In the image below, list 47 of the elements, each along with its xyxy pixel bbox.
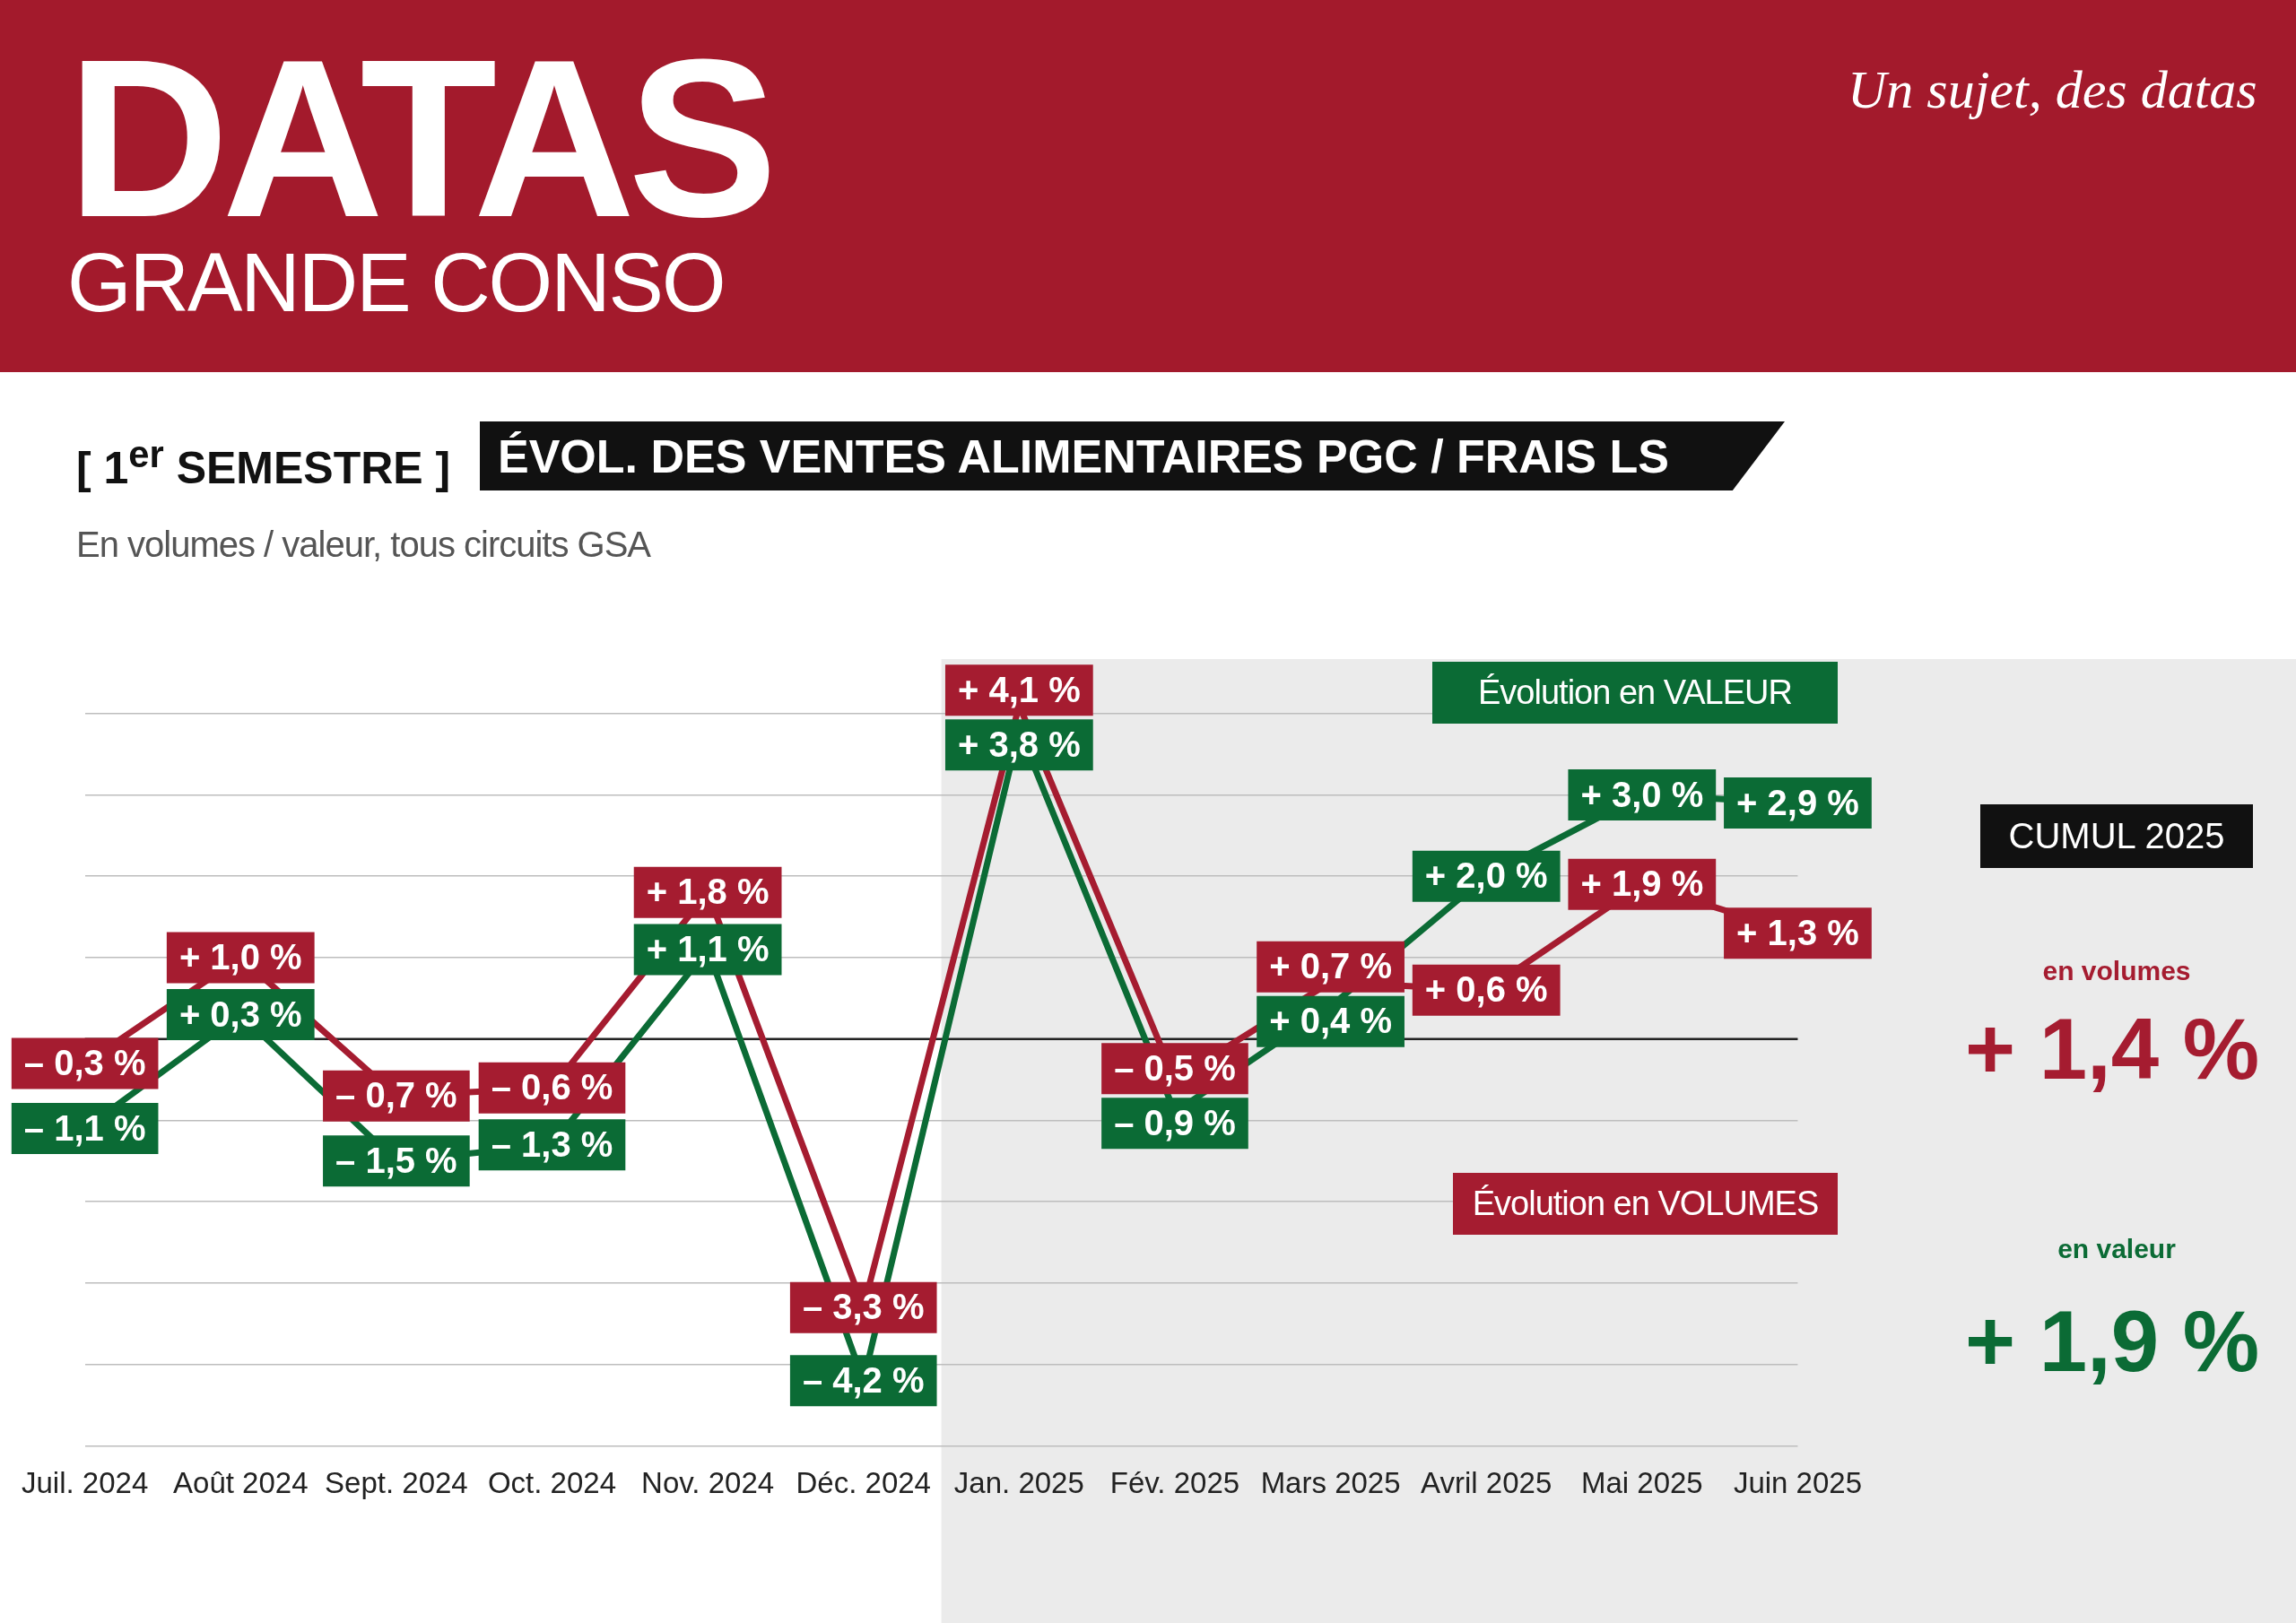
data-label: + 2,9 % xyxy=(1736,782,1859,822)
data-label: – 0,5 % xyxy=(1114,1047,1236,1088)
x-tick-label: Mai 2025 xyxy=(1580,1466,1703,1500)
text: en valeur xyxy=(2057,1234,2177,1264)
data-label: – 0,9 % xyxy=(1114,1102,1236,1142)
x-tick-label: Sept. 2024 xyxy=(325,1466,468,1500)
data-label: – 4,2 % xyxy=(802,1359,925,1400)
data-label: – 1,1 % xyxy=(23,1107,146,1148)
data-label: + 0,4 % xyxy=(1269,1001,1392,1041)
data-label: – 0,3 % xyxy=(23,1042,146,1082)
text: [ 1$^{er}$ SEMESTRE ] xyxy=(76,432,451,495)
chart-subtitle: En volumes / valeur, tous circuits GSA xyxy=(76,525,651,565)
x-tick-label: Juin 2025 xyxy=(1733,1466,1862,1500)
data-label: + 1,3 % xyxy=(1736,912,1859,952)
data-label: + 2,0 % xyxy=(1424,855,1548,896)
x-tick-label: Juil. 2024 xyxy=(22,1466,149,1500)
x-tick-label: Août 2024 xyxy=(173,1466,309,1500)
chart-title: ÉVOL. DES VENTES ALIMENTAIRES PGC / FRAIS LS xyxy=(498,430,1669,484)
data-label: – 0,7 % xyxy=(335,1075,457,1115)
data-label: + 0,3 % xyxy=(178,994,302,1034)
data-label: – 3,3 % xyxy=(802,1287,925,1327)
data-label: + 1,1 % xyxy=(646,928,770,968)
data-label: + 1,0 % xyxy=(178,936,302,976)
x-tick-label: Oct. 2024 xyxy=(487,1466,617,1500)
data-label: – 1,3 % xyxy=(491,1124,613,1164)
text: Évolution en VALEUR xyxy=(1432,662,1838,724)
data-label: + 1,9 % xyxy=(1580,864,1704,904)
x-tick-label: Mars 2025 xyxy=(1260,1466,1401,1500)
x-tick-label: Fév. 2025 xyxy=(1109,1466,1240,1500)
data-label: + 0,6 % xyxy=(1424,969,1548,1010)
x-tick-label: Déc. 2024 xyxy=(796,1466,931,1500)
data-label: + 3,8 % xyxy=(957,724,1081,764)
x-tick-label: Jan. 2025 xyxy=(953,1466,1084,1500)
text: + 1,9 % xyxy=(1963,1292,2261,1391)
data-label: – 0,6 % xyxy=(491,1067,613,1107)
text: en volumes xyxy=(2041,956,2192,986)
data-label: + 4,1 % xyxy=(957,669,1081,709)
text: CUMUL 2025 xyxy=(1980,804,2253,868)
x-tick-label: Avril 2025 xyxy=(1421,1466,1552,1500)
text: Un sujet, des datas xyxy=(1848,59,2257,121)
text: + 1,4 % xyxy=(1963,1000,2261,1098)
data-label: + 3,0 % xyxy=(1580,774,1704,814)
data-label: + 0,7 % xyxy=(1269,946,1392,986)
x-tick-label: Nov. 2024 xyxy=(641,1466,775,1500)
data-label: + 1,8 % xyxy=(646,872,770,912)
data-label: – 1,5 % xyxy=(335,1140,457,1180)
text: Évolution en VOLUMES xyxy=(1453,1173,1838,1235)
